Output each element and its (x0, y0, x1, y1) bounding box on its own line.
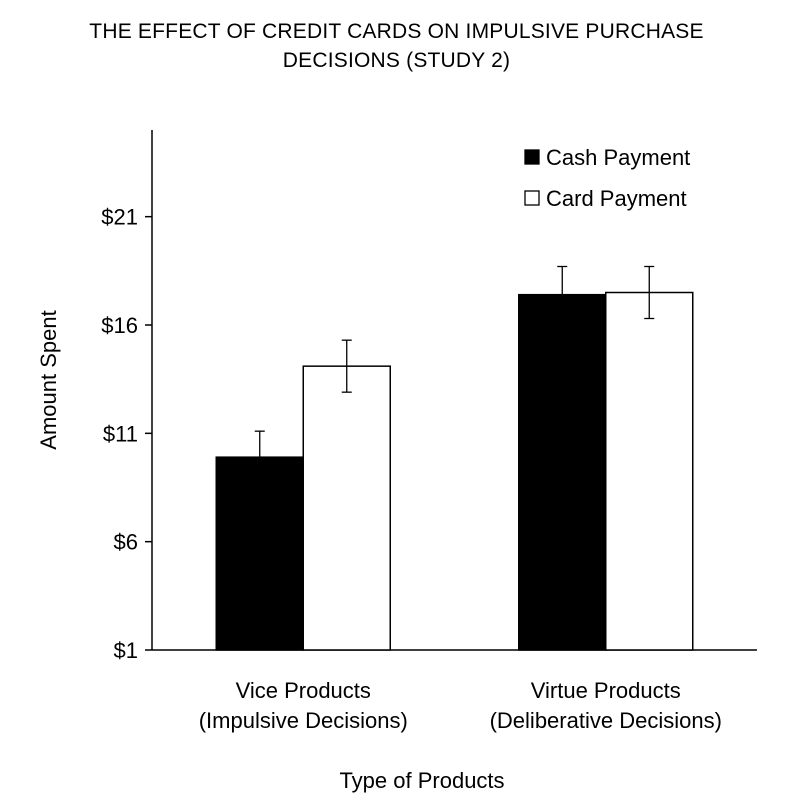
bar (215, 456, 304, 651)
legend-swatch (524, 149, 540, 165)
y-tick-label: $11 (103, 421, 138, 446)
error-bars-group (254, 265, 655, 484)
x-axis-label: Type of Products (339, 768, 504, 793)
x-axis-category-labels: Vice Products (Impulsive Decisions) Virtue… (199, 678, 722, 733)
legend-label: Cash Payment (546, 145, 690, 170)
y-tick-label: $6 (114, 530, 138, 555)
legend: Cash Payment Card Payment (524, 145, 690, 211)
x-category-label: Vice Products (236, 678, 371, 703)
y-tick-label: $16 (101, 313, 138, 338)
y-axis-ticks: $1 $6 $11 $16 $21 (101, 205, 152, 663)
bars-group (215, 291, 694, 651)
bar (518, 293, 607, 651)
x-category-label: Virtue Products (531, 678, 681, 703)
y-tick-label: $21 (101, 205, 138, 230)
chart-title-line-2: DECISIONS (STUDY 2) (282, 49, 511, 72)
x-category-label: (Impulsive Decisions) (199, 708, 408, 733)
y-axis-label: Amount Spent (36, 310, 61, 449)
bar (605, 291, 694, 651)
legend-swatch (524, 190, 540, 206)
legend-label: Card Payment (546, 186, 687, 211)
x-category-label: (Deliberative Decisions) (490, 708, 722, 733)
y-tick-label: $1 (114, 638, 138, 663)
chart-title-line-1: THE EFFECT OF CREDIT CARDS ON IMPULSIVE … (89, 20, 704, 43)
bar (302, 365, 391, 651)
